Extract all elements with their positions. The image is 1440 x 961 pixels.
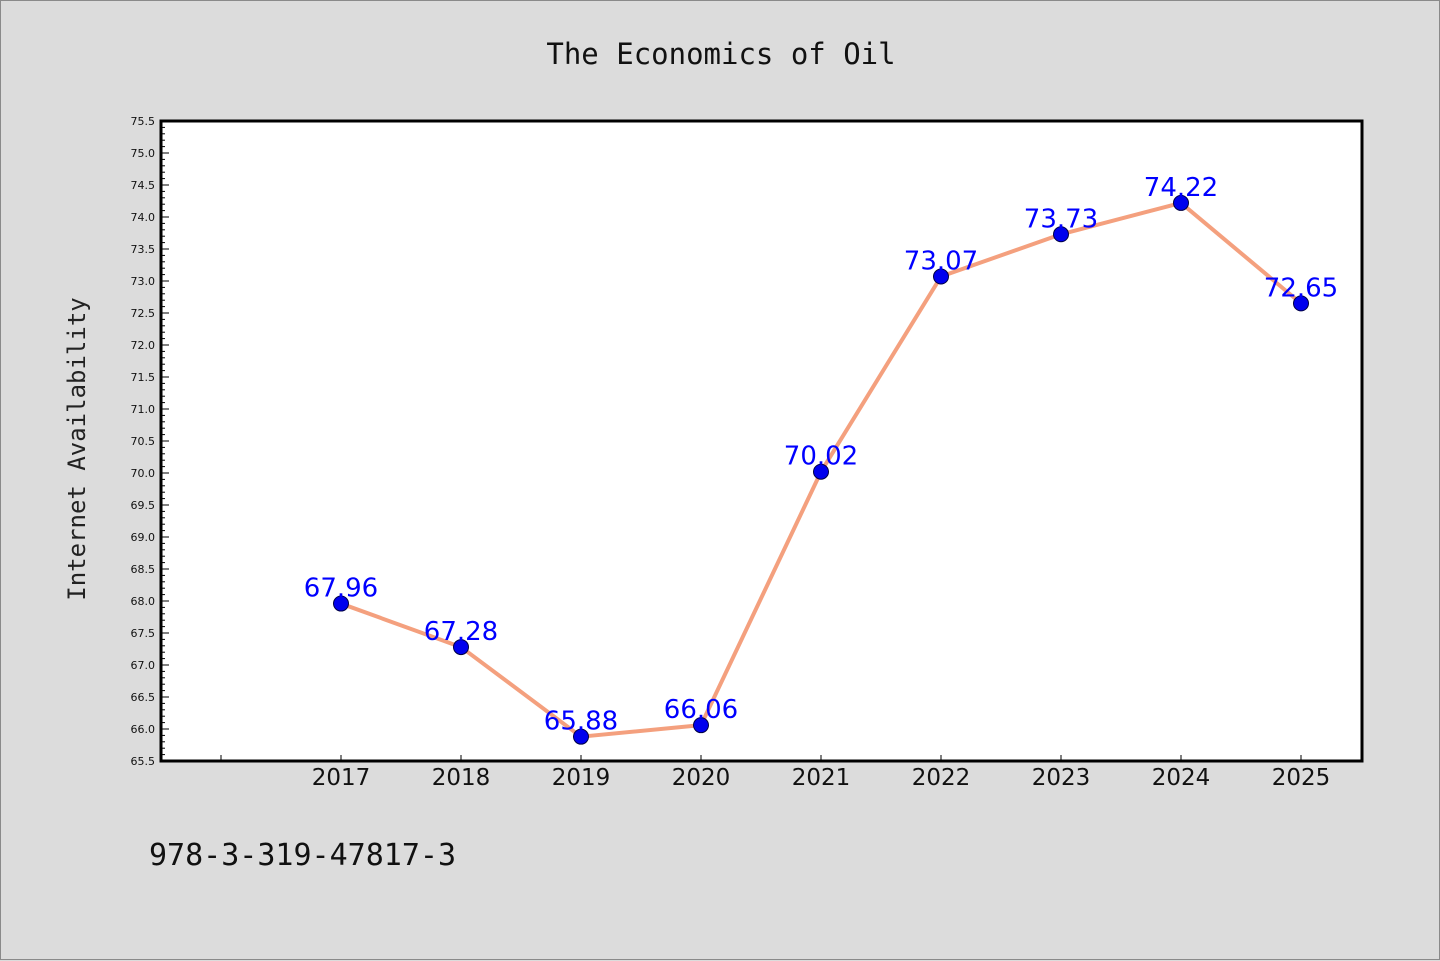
data-label: 67.96: [304, 574, 378, 604]
y-tick-label: 72.0: [131, 339, 156, 352]
y-tick-label: 74.0: [131, 211, 156, 224]
data-label: 66.06: [664, 695, 738, 725]
data-point: [813, 463, 829, 480]
y-tick-label: 75.5: [131, 115, 156, 128]
y-tick-label: 72.5: [131, 307, 156, 320]
y-tick-label: 67.5: [131, 627, 156, 640]
marker-group: [333, 194, 1309, 745]
data-label: 73.73: [1024, 204, 1098, 234]
footer-isbn: 978-3-319-47817-3: [149, 838, 456, 873]
data-point: [333, 595, 349, 612]
data-point: [573, 728, 589, 745]
x-tick-label: 2021: [792, 765, 851, 791]
y-tick-label: 75.0: [131, 147, 156, 160]
y-tick-label: 65.5: [131, 755, 156, 768]
y-tick-label: 69.0: [131, 531, 156, 544]
data-label: 74.22: [1144, 173, 1218, 203]
x-tick-label: 2025: [1272, 765, 1331, 791]
plot-border: [159, 119, 1364, 763]
data-label: 73.07: [904, 247, 978, 277]
data-point: [933, 268, 949, 285]
data-label-group: 67.96 67.28 65.88 66.06 70.02 73.07 73.73 74.22…: [304, 173, 1338, 737]
x-tick-label: 2017: [312, 765, 371, 791]
x-tick-label: 2018: [432, 765, 491, 791]
x-tick-label: 2022: [912, 765, 971, 791]
data-point: [453, 639, 469, 656]
x-tick-label: 2019: [552, 765, 611, 791]
data-label: 65.88: [544, 707, 618, 737]
data-label: 72.65: [1264, 273, 1338, 303]
data-point: [1053, 226, 1069, 243]
y-tick-label: 68.0: [131, 595, 156, 608]
y-tick-label: 68.5: [131, 563, 156, 576]
data-label: 70.02: [784, 442, 858, 472]
plot-area: [161, 121, 1362, 761]
x-tick-label: 2023: [1032, 765, 1091, 791]
chart-title: The Economics of Oil: [546, 37, 895, 71]
y-tick-label: 70.0: [131, 467, 156, 480]
y-tick-label: 70.5: [131, 435, 156, 448]
y-tick-label: 71.5: [131, 371, 156, 384]
y-tick-label: 66.5: [131, 691, 156, 704]
y-tick-label: 74.5: [131, 179, 156, 192]
x-tick-label: 2024: [1152, 765, 1211, 791]
y-tick-label: 66.0: [131, 723, 156, 736]
y-axis-label: Internet Availability: [63, 297, 91, 600]
data-point: [693, 717, 709, 734]
data-point: [1293, 295, 1309, 312]
y-axis-ticks: 65.5 66.0 66.5 67.0 67.5 68.0 68.5 69.0 69.5 70.0…: [131, 115, 169, 768]
data-label: 67.28: [424, 617, 498, 647]
y-tick-label: 73.0: [131, 275, 156, 288]
y-tick-label: 71.0: [131, 403, 156, 416]
data-point: [1173, 194, 1189, 211]
x-tick-label: 2020: [672, 765, 731, 791]
y-tick-label: 69.5: [131, 499, 156, 512]
y-tick-label: 73.5: [131, 243, 156, 256]
y-tick-label: 67.0: [131, 659, 156, 672]
